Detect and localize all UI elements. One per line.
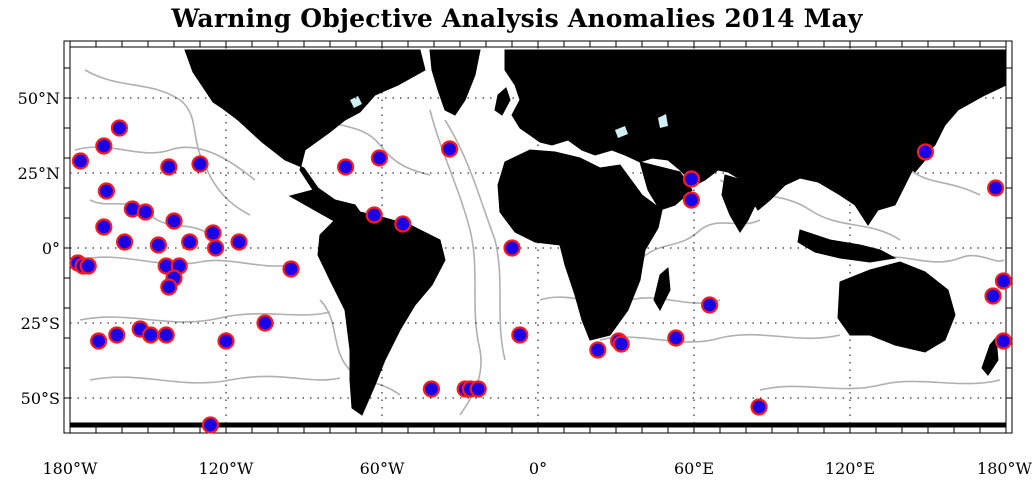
station-marker bbox=[71, 152, 90, 170]
station-marker bbox=[110, 119, 129, 137]
station-marker bbox=[95, 218, 113, 236]
lon-tick-label: 120°E bbox=[825, 459, 875, 478]
africa-landmass bbox=[497, 149, 663, 341]
madagascar-landmass bbox=[653, 266, 671, 312]
station-marker bbox=[207, 239, 225, 257]
station-marker bbox=[994, 272, 1013, 290]
station-marker bbox=[394, 215, 412, 233]
station-marker bbox=[181, 233, 199, 251]
station-marker bbox=[667, 329, 685, 347]
station-marker bbox=[750, 398, 768, 416]
south-america-landmass bbox=[317, 211, 446, 416]
station-marker bbox=[422, 380, 440, 398]
station-marker bbox=[916, 143, 935, 161]
station-marker bbox=[89, 332, 108, 350]
lon-tick-label: 180°W bbox=[43, 459, 99, 478]
station-marker bbox=[97, 182, 116, 200]
latitude-labels: 50°N 25°N 0° 25°S 50°S bbox=[18, 89, 60, 408]
lon-tick-label: 120°W bbox=[199, 459, 255, 478]
station-marker bbox=[700, 296, 719, 314]
station-marker bbox=[142, 326, 160, 344]
lon-tick-label: 60°E bbox=[674, 459, 714, 478]
station-marker bbox=[469, 380, 487, 398]
station-marker bbox=[108, 326, 126, 344]
station-marker bbox=[217, 332, 235, 350]
station-marker bbox=[612, 335, 630, 353]
lat-tick-label: 50°S bbox=[21, 389, 60, 408]
station-marker bbox=[201, 416, 219, 434]
lakes bbox=[350, 96, 668, 138]
map-title: Warning Objective Analysis Anomalies 201… bbox=[171, 4, 863, 33]
station-marker bbox=[160, 158, 178, 176]
india-landmass bbox=[721, 174, 761, 233]
station-markers bbox=[69, 119, 1013, 434]
britain-landmass bbox=[494, 87, 511, 116]
greenland-landmass bbox=[429, 49, 481, 116]
map-frame bbox=[63, 40, 1013, 434]
station-marker bbox=[115, 233, 134, 251]
station-marker bbox=[370, 149, 388, 167]
station-marker bbox=[230, 233, 248, 251]
lat-tick-label: 50°N bbox=[18, 89, 60, 108]
station-marker bbox=[165, 212, 183, 230]
station-marker bbox=[682, 170, 701, 188]
station-marker bbox=[149, 236, 167, 254]
station-marker bbox=[984, 287, 1002, 305]
station-marker bbox=[95, 137, 113, 155]
station-marker bbox=[191, 155, 209, 173]
station-marker bbox=[511, 326, 529, 344]
lat-tick-label: 0° bbox=[42, 239, 60, 258]
land-masses bbox=[69, 49, 1007, 428]
station-marker bbox=[589, 341, 607, 359]
longitude-labels: 180°W 120°W 60°W 0° 60°E 120°E 180°W bbox=[43, 459, 1033, 478]
station-marker bbox=[994, 332, 1013, 350]
station-marker bbox=[337, 158, 355, 176]
station-marker bbox=[256, 314, 274, 332]
lat-tick-label: 25°N bbox=[18, 164, 60, 183]
lat-tick-label: 25°S bbox=[21, 314, 60, 333]
lon-tick-label: 60°W bbox=[360, 459, 405, 478]
station-marker bbox=[160, 278, 178, 296]
arabia-landmass bbox=[639, 161, 693, 211]
station-marker bbox=[365, 206, 383, 224]
station-marker bbox=[204, 224, 222, 242]
station-marker bbox=[79, 257, 97, 275]
lon-tick-label: 0° bbox=[529, 459, 547, 478]
station-marker bbox=[503, 239, 521, 257]
australia-landmass bbox=[837, 261, 956, 353]
station-marker bbox=[682, 191, 701, 209]
lon-tick-label: 180°W bbox=[977, 459, 1033, 478]
station-marker bbox=[282, 260, 300, 278]
station-marker bbox=[157, 326, 175, 344]
indonesia-landmass bbox=[797, 229, 897, 263]
station-marker bbox=[986, 179, 1005, 197]
station-marker bbox=[441, 140, 459, 158]
station-marker bbox=[136, 203, 154, 221]
gridlines bbox=[70, 47, 1006, 427]
